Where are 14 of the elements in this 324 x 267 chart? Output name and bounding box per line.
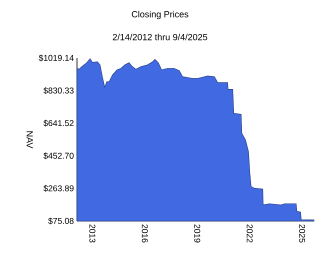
x-tick-label: 2016	[142, 224, 148, 242]
x-tick-label: 2019	[194, 224, 200, 242]
y-tick-label: $75.08	[48, 218, 74, 224]
y-tick-label: $263.89	[43, 184, 74, 192]
y-tick-label: $830.33	[43, 87, 74, 94]
chart-subtitle: 2/14/2012 thru 9/4/2025	[112, 34, 208, 40]
y-tick-label: $452.70	[43, 152, 74, 160]
y-tick-label: $641.52	[43, 120, 74, 127]
x-tick-label: 2013	[89, 224, 96, 242]
y-tick-label: $1019.14	[38, 54, 74, 62]
chart-title: Closing Prices	[132, 10, 188, 20]
x-tick-label: 2022	[246, 224, 253, 242]
x-tick-label: 2025	[299, 224, 306, 243]
y-axis-title: NAV	[26, 131, 33, 148]
